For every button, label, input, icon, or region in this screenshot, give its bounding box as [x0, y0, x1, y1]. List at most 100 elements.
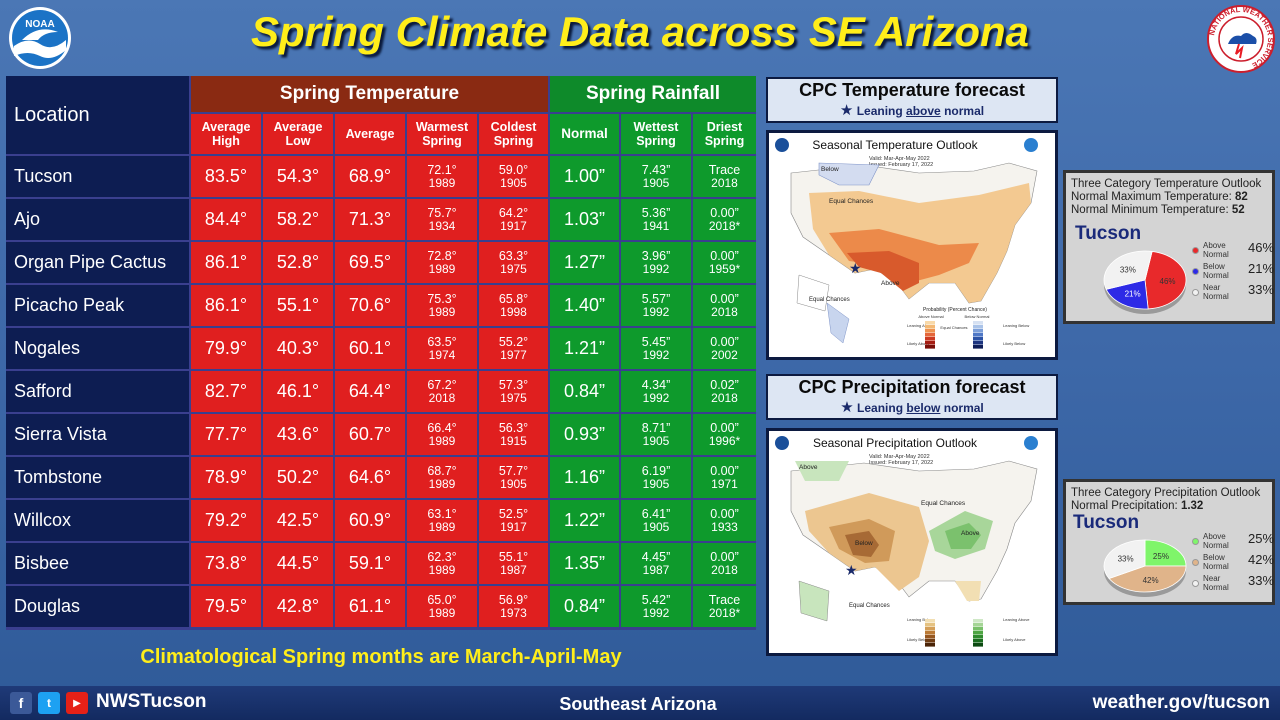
twitter-icon[interactable]: t: [38, 692, 60, 714]
legend-swatch: [973, 341, 983, 345]
cell-avg-high: 86.1°: [191, 285, 261, 326]
coldest-value: 56.3°: [498, 420, 529, 435]
pie-label-near: 33%: [1118, 555, 1134, 564]
cell-wettest: 4.34” 1992: [621, 371, 691, 412]
location-cell: Organ Pipe Cactus: [6, 242, 189, 283]
cell-normal: 1.35”: [550, 543, 619, 584]
pie-slice-above: [1144, 539, 1187, 567]
cell-driest: 0.00” 2018: [693, 543, 756, 584]
pie-legend-item: Below Normal: [1192, 553, 1232, 571]
precip-map-issued: Issued: February 17, 2022: [869, 460, 933, 466]
cell-normal: 1.00”: [550, 156, 619, 197]
wettest-value: 5.57”: [641, 291, 671, 306]
pie-label-above: 46%: [1160, 277, 1176, 286]
col-average: Average: [335, 114, 405, 154]
temp-outlook-map: Seasonal Temperature Outlook Valid: Mar-…: [766, 130, 1058, 360]
cell-avg-high: 84.4°: [191, 199, 261, 240]
warmest-year: 1989: [428, 175, 456, 190]
footer-url[interactable]: weather.gov/tucson: [1092, 692, 1270, 713]
temp-pie-max-label: Normal Maximum Temperature:: [1071, 191, 1236, 203]
temp-legend-lean-below: Leaning Below: [1003, 323, 1029, 328]
star-icon: ★: [840, 399, 854, 416]
driest-value: 0.02”: [710, 377, 739, 392]
social-handle[interactable]: NWSTucson: [96, 691, 207, 712]
cell-warmest: 65.0° 1989: [407, 586, 477, 627]
footer-bar: f t ▶ NWSTucson Southeast Arizona weathe…: [0, 686, 1280, 720]
legend-swatch: [925, 619, 935, 623]
youtube-icon[interactable]: ▶: [66, 692, 88, 714]
temp-forecast-subtitle: ★ Leaning above normal: [768, 101, 1056, 119]
cell-avg-high: 79.9°: [191, 328, 261, 369]
cell-driest: 0.00” 1971: [693, 457, 756, 498]
tucson-star-icon: ★: [845, 562, 858, 578]
warmest-year: 1934: [428, 218, 456, 233]
pie-slice-near: [1103, 250, 1153, 290]
legend-dot-icon: [1192, 246, 1199, 254]
pie-slice-below: [1108, 565, 1187, 593]
legend-swatch: [925, 345, 935, 349]
temp-map-label-equal-ak: Equal Chances: [809, 297, 850, 303]
cell-driest: 0.00” 1996*: [693, 414, 756, 455]
temp-legend-likely-below: Likely Below: [1003, 341, 1025, 346]
cell-average: 60.9°: [335, 500, 405, 541]
coldest-value: 63.3°: [498, 248, 529, 263]
precip-map-label-above-nw: Above: [799, 464, 818, 471]
coldest-value: 59.0°: [498, 162, 529, 177]
wettest-value: 5.36”: [641, 205, 671, 220]
precip-pie-normal-row: Normal Precipitation: 1.32: [1071, 500, 1271, 513]
temp-sub-pre: Leaning: [856, 104, 907, 118]
cell-normal: 1.40”: [550, 285, 619, 326]
pie-label-below: 42%: [1143, 576, 1159, 585]
temp-map-label-above: Above: [881, 280, 900, 287]
driest-year: 1996*: [708, 433, 741, 448]
warmest-value: 68.7°: [427, 463, 457, 478]
wettest-year: 1992: [642, 390, 670, 405]
pie-legend-item: Above Normal: [1192, 241, 1232, 259]
wettest-year: 1992: [642, 347, 670, 362]
legend-swatch: [925, 623, 935, 627]
legend-dot-icon: [1192, 288, 1199, 296]
driest-year: 1959*: [708, 261, 741, 276]
wettest-value: 5.45”: [641, 334, 671, 349]
warmest-value: 65.0°: [427, 592, 457, 607]
legend-swatch: [973, 345, 983, 349]
cell-wettest: 5.45” 1992: [621, 328, 691, 369]
warmest-value: 75.3°: [427, 291, 457, 306]
warmest-value: 62.3°: [427, 549, 457, 564]
pie-legend-item: Below Normal: [1192, 262, 1232, 280]
cell-normal: 1.03”: [550, 199, 619, 240]
location-cell: Tombstone: [6, 457, 189, 498]
cell-driest: 0.00” 2002: [693, 328, 756, 369]
legend-swatch: [925, 325, 935, 329]
wettest-value: 5.42”: [641, 592, 671, 607]
driest-year: 2018: [711, 562, 738, 577]
cell-average: 60.1°: [335, 328, 405, 369]
pie-legend-item: Near Normal: [1192, 574, 1232, 592]
coldest-year: 1905: [500, 476, 527, 491]
temp-pie-city: Tucson: [1075, 223, 1142, 244]
precip-outlook-map: Seasonal Precipitation Outlook Valid: Ma…: [766, 428, 1058, 656]
warmest-value: 67.2°: [427, 377, 457, 392]
legend-swatch: [925, 643, 935, 647]
driest-value: 0.00”: [710, 291, 739, 306]
legend-swatch: [925, 631, 935, 635]
driest-year: 1933: [711, 519, 738, 534]
col-avg-low: Average Low: [263, 114, 333, 154]
wettest-year: 1992: [642, 304, 670, 319]
cell-average: 71.3°: [335, 199, 405, 240]
cell-avg-low: 43.6°: [263, 414, 333, 455]
cell-avg-low: 55.1°: [263, 285, 333, 326]
pie-legend-pct: 42%: [1248, 552, 1275, 567]
legend-swatch: [973, 639, 983, 643]
driest-year: 1971: [711, 476, 738, 491]
legend-swatch: [973, 623, 983, 627]
temp-pie-chart: 46% 21% 33%: [1103, 250, 1187, 314]
location-cell: Bisbee: [6, 543, 189, 584]
temp-legend-title: Probability (Percent Chance): [923, 307, 987, 313]
pie-legend-item: Near Normal: [1192, 283, 1232, 301]
pie-legend-label: Above Normal: [1203, 241, 1229, 259]
coldest-year: 1977: [500, 347, 527, 362]
legend-dot-icon: [1192, 267, 1199, 275]
facebook-icon[interactable]: f: [10, 692, 32, 714]
cell-coldest: 56.3° 1915: [479, 414, 548, 455]
